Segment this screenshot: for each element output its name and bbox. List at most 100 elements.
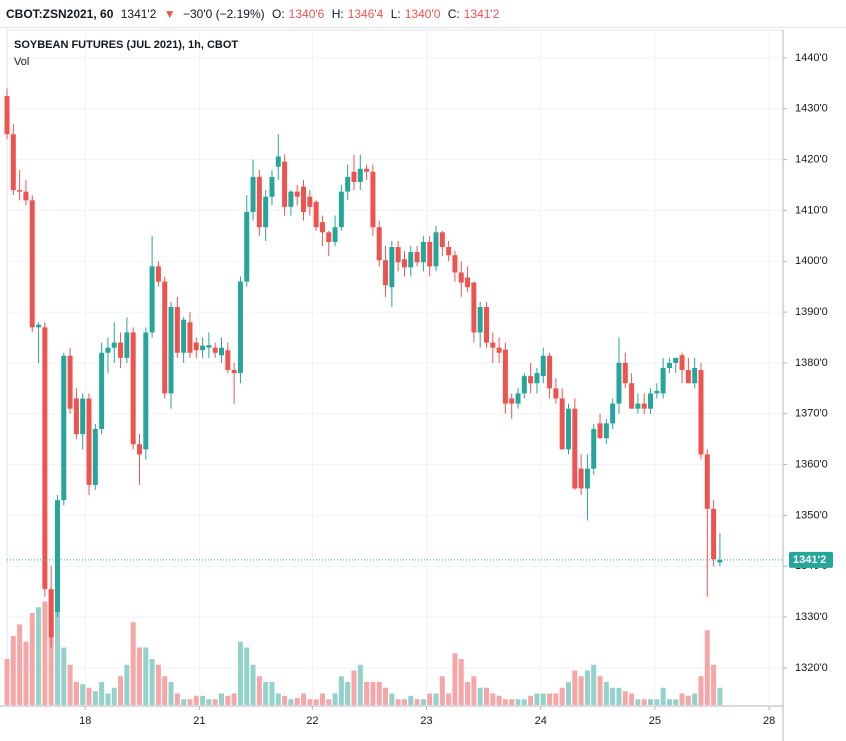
candle-body: [648, 393, 654, 409]
candle-body: [237, 281, 243, 374]
volume-bar: [17, 624, 23, 705]
close-value: 1341'2: [463, 7, 500, 21]
volume-bar: [42, 601, 48, 705]
volume-bar: [717, 687, 723, 705]
volume-bar: [427, 693, 433, 705]
candle-body: [603, 423, 609, 439]
candle-body: [597, 423, 603, 439]
volume-bar: [572, 670, 578, 705]
volume-bar: [67, 664, 73, 705]
volume-bar: [54, 607, 60, 705]
chart-title: SOYBEAN FUTURES (JUL 2021), 1h, CBOT: [14, 39, 238, 51]
volume-bar: [565, 682, 571, 705]
volume-bar: [376, 682, 382, 705]
candle-body: [616, 362, 622, 404]
volume-bar: [370, 682, 376, 705]
volume-bar: [250, 664, 256, 705]
open-value: 1340'6: [288, 7, 325, 21]
volume-bar: [282, 695, 288, 705]
candle-body: [149, 266, 155, 333]
volume-bar: [294, 698, 300, 705]
volume-bar: [528, 695, 534, 705]
volume-bar: [616, 687, 622, 705]
volume-bar: [666, 699, 672, 705]
candle-body: [408, 252, 414, 268]
volume-bar: [515, 699, 521, 705]
candle-body: [193, 342, 199, 351]
price: 1341'2: [120, 7, 157, 21]
candle-body: [521, 376, 527, 394]
volume-bar: [490, 693, 496, 705]
last-price-label: 1341'2: [793, 554, 826, 566]
volume-bar: [92, 691, 98, 705]
candle-body: [666, 362, 672, 368]
volume-bar: [200, 695, 206, 705]
candle-body: [345, 176, 351, 192]
volume-bar: [269, 682, 275, 705]
x-tick-label: 23: [420, 715, 432, 727]
candle-body: [635, 403, 641, 409]
volume-bar: [610, 687, 616, 705]
candle-body: [610, 403, 616, 424]
volume-bar: [389, 693, 395, 705]
volume-bar: [383, 687, 389, 705]
candle-body: [118, 342, 124, 358]
candle-body: [389, 247, 395, 288]
candle-body: [458, 272, 464, 283]
candle-body: [212, 347, 218, 353]
candle-body: [591, 428, 597, 469]
candle-body: [99, 352, 105, 429]
volume-bar: [673, 699, 679, 705]
candle-body: [357, 168, 363, 182]
volume-bar: [4, 659, 10, 705]
high-label: H:: [331, 7, 344, 21]
candle-body: [395, 247, 401, 263]
volume-bar: [193, 695, 199, 705]
volume-bar: [206, 699, 212, 705]
volume-bar: [288, 699, 294, 705]
candle-body: [301, 186, 307, 212]
y-tick-label: 1420'0: [795, 154, 828, 166]
volume-bar: [704, 630, 710, 705]
down-arrow: ▼: [163, 7, 176, 21]
candle-body: [572, 408, 578, 489]
candle-body: [370, 171, 376, 228]
candle-body: [547, 355, 553, 389]
volume-bar: [483, 687, 489, 705]
candle-body: [168, 307, 174, 394]
candle-body: [528, 376, 534, 384]
low-value: 1340'0: [404, 7, 441, 21]
symbol: CBOT:ZSN2021, 60: [6, 7, 114, 21]
candle-body: [294, 191, 300, 197]
volume-bar: [36, 607, 42, 705]
volume-bar: [401, 699, 407, 705]
volume-bar: [692, 693, 698, 705]
candle-body: [641, 403, 647, 409]
candle-body: [660, 368, 666, 394]
candle-body: [36, 324, 42, 328]
volume-bar: [685, 695, 691, 705]
candle-body: [704, 454, 710, 509]
candle-body: [679, 355, 685, 371]
volume-bar: [540, 693, 546, 705]
volume-bar: [509, 699, 515, 705]
candle-body: [496, 347, 502, 353]
candle-body: [143, 332, 149, 450]
candle-body: [174, 307, 180, 353]
volume-bar: [212, 699, 218, 705]
volume-bar: [622, 691, 628, 705]
x-tick-label: 21: [193, 715, 205, 727]
candle-body: [465, 277, 471, 288]
volume-bar: [319, 693, 325, 705]
volume-bar: [547, 693, 553, 705]
volume-bar: [313, 699, 319, 705]
volume-bar: [237, 641, 243, 705]
candle-body: [629, 383, 635, 409]
volume-bar: [10, 636, 16, 705]
volume-bar: [275, 693, 281, 705]
volume-bar: [496, 695, 502, 705]
volume-bar: [187, 699, 193, 705]
volume-bar: [149, 659, 155, 705]
volume-bar: [502, 699, 508, 705]
candle-body: [231, 370, 237, 374]
